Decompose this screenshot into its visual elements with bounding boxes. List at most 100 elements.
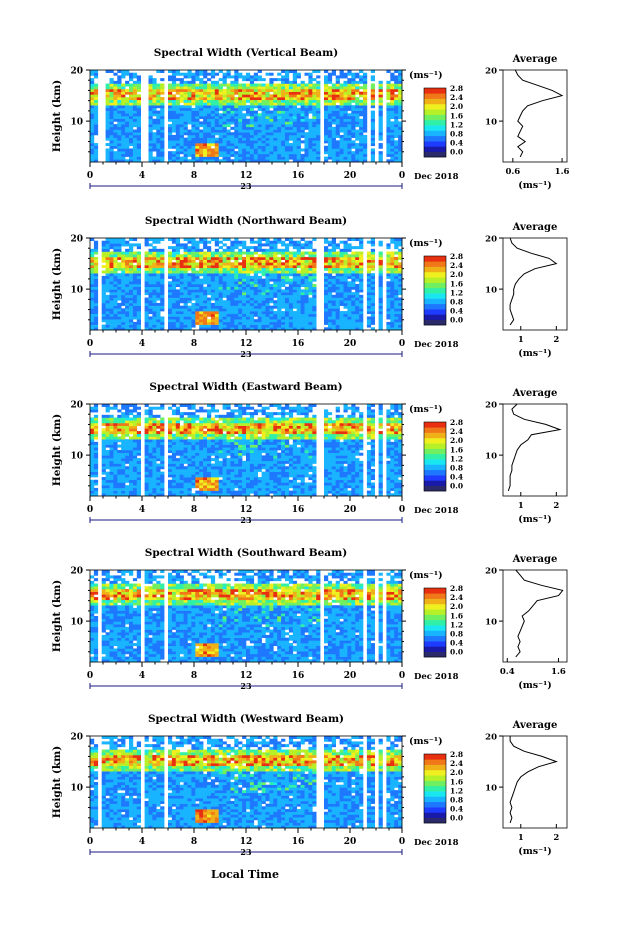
heat-cell — [90, 156, 95, 160]
heat-cell — [179, 278, 184, 282]
heat-cell — [308, 327, 313, 331]
heat-cell — [312, 134, 317, 138]
heat-cell — [363, 121, 368, 125]
heat-cell — [327, 305, 333, 309]
heat-cell — [335, 121, 340, 125]
heat-cell — [152, 156, 157, 160]
heat-cell — [183, 102, 188, 106]
heat-cell — [316, 126, 321, 130]
heat-cell — [281, 70, 286, 74]
heat-cell — [324, 308, 329, 312]
heat-cell — [347, 151, 352, 155]
heat-cell — [105, 444, 110, 448]
heat-cell — [292, 319, 297, 323]
heat-cell — [257, 143, 262, 147]
heat-cell — [269, 270, 274, 274]
heat-cell — [171, 324, 177, 328]
heat-cell — [113, 151, 118, 155]
heat-cell — [183, 327, 188, 331]
heat-cell — [171, 294, 177, 298]
heat-cell — [339, 126, 344, 130]
heat-cell — [132, 121, 138, 125]
heat-cell — [105, 246, 110, 250]
heat-cell — [366, 256, 372, 260]
heat-cell — [132, 294, 138, 298]
heat-cell — [121, 265, 126, 269]
heat-cell — [183, 91, 188, 95]
heat-cell — [152, 327, 157, 331]
heat-cell — [93, 493, 99, 497]
heat-cell — [261, 97, 266, 101]
heat-cell — [168, 313, 173, 317]
heat-cell — [234, 238, 239, 242]
heat-cell — [187, 151, 192, 155]
heat-cell — [129, 254, 134, 258]
heat-cell — [136, 300, 141, 304]
heat-cell — [168, 99, 173, 103]
heat-cell — [261, 294, 266, 298]
heat-cell — [300, 94, 305, 98]
heat-cell — [288, 83, 294, 87]
heat-cell — [324, 97, 329, 101]
heat-cell — [113, 300, 118, 304]
heat-cell — [351, 246, 356, 250]
heat-cell — [136, 458, 141, 462]
heat-cell — [312, 327, 317, 331]
heat-cell — [93, 240, 99, 244]
heat-cell — [121, 94, 126, 98]
heat-cell — [121, 99, 126, 103]
heat-cell — [378, 113, 383, 117]
heat-cell — [90, 126, 95, 130]
heat-cell — [261, 254, 266, 258]
heat-cell — [355, 286, 360, 290]
heat-cell — [242, 151, 247, 155]
heat-cell — [179, 80, 184, 84]
heat-cell — [226, 129, 231, 133]
heat-cell — [246, 148, 251, 152]
heat-cell — [132, 243, 138, 247]
heat-cell — [199, 324, 204, 328]
heat-cell — [183, 297, 188, 301]
heat-cell — [347, 286, 352, 290]
heat-cell — [129, 151, 134, 155]
heat-cell — [152, 294, 157, 298]
heat-cell — [288, 132, 294, 136]
heat-cell — [152, 145, 157, 149]
heat-cell — [129, 88, 134, 92]
heat-cell — [257, 321, 262, 325]
heat-cell — [214, 316, 219, 320]
panel-0: Spectral Width (Vertical Beam)2010Height… — [51, 47, 570, 191]
heat-cell — [148, 143, 153, 147]
heat-cell — [390, 121, 395, 125]
heat-cell — [210, 126, 216, 130]
heat-cell — [113, 485, 118, 489]
heat-cell — [347, 284, 352, 288]
heat-cell — [129, 463, 134, 467]
heat-cell — [222, 278, 227, 282]
heat-cell — [183, 159, 188, 163]
heat-cell — [214, 97, 219, 101]
heat-cell — [129, 409, 134, 413]
heat-cell — [390, 292, 395, 296]
heat-cell — [351, 94, 356, 98]
heat-cell — [378, 273, 383, 277]
heat-cell — [152, 289, 157, 293]
heat-cell — [113, 313, 118, 317]
heat-cell — [152, 275, 157, 279]
heat-cell — [312, 110, 317, 114]
heat-cell — [347, 83, 352, 87]
heat-cell — [359, 311, 364, 315]
heat-cell — [386, 286, 391, 290]
heat-cell — [230, 300, 235, 304]
heat-cell — [152, 121, 157, 125]
heat-cell — [265, 308, 270, 312]
heat-cell — [265, 262, 270, 266]
heat-cell — [292, 297, 297, 301]
heat-cell — [156, 286, 161, 290]
heat-cell — [265, 319, 270, 323]
heat-cell — [152, 110, 157, 114]
heat-cell — [156, 105, 161, 109]
heat-cell — [187, 278, 192, 282]
heat-cell — [214, 308, 219, 312]
heat-cell — [312, 324, 317, 328]
